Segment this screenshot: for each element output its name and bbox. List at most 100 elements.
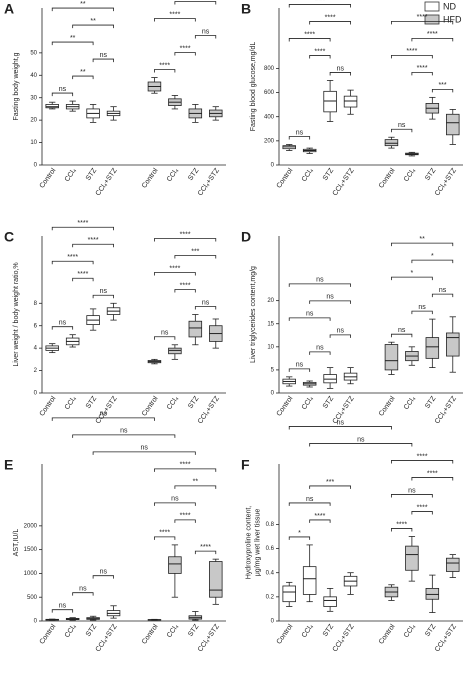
significance-bracket xyxy=(411,477,454,481)
x-tick-label: Control xyxy=(141,167,160,190)
x-tick-label: CCl₄ xyxy=(166,395,180,411)
significance-bracket xyxy=(72,243,114,248)
significance-label: **** xyxy=(417,504,428,511)
significance-label: ns xyxy=(326,294,334,301)
significance-bracket xyxy=(194,550,217,555)
significance-label: ns xyxy=(100,569,108,576)
x-tick-label: CCl₄+STZ xyxy=(95,167,119,198)
significance-bracket xyxy=(309,443,413,447)
significance-label: **** xyxy=(169,265,180,272)
x-tick-label: STZ xyxy=(187,395,201,410)
significance-bracket xyxy=(154,272,196,276)
y-axis-label: Fasting body weight,g xyxy=(13,52,20,120)
significance-label: **** xyxy=(406,48,417,55)
y-tick-label: 8 xyxy=(34,301,38,307)
box xyxy=(446,113,460,136)
y-axis-label: Fasting blood glucose,mg/dL xyxy=(250,42,257,132)
significance-bracket xyxy=(391,20,454,25)
y-tick-label: 0.2 xyxy=(266,594,275,600)
x-tick-label: Control xyxy=(39,395,58,418)
significance-label: ns xyxy=(316,277,324,284)
x-tick-label: CCl₄+STZ xyxy=(197,167,221,198)
significance-bracket xyxy=(51,260,94,265)
legend-swatch xyxy=(424,1,440,12)
significance-label: ns xyxy=(161,330,169,337)
x-tick-label: CCl₄ xyxy=(403,395,417,411)
significance-bracket xyxy=(51,417,155,421)
box xyxy=(343,95,358,108)
y-tick-label: 30 xyxy=(30,95,37,101)
significance-label: **** xyxy=(314,48,325,55)
significance-label: ns xyxy=(306,496,314,503)
box xyxy=(405,545,419,571)
y-tick-label: 600 xyxy=(264,90,275,96)
x-tick-label: STZ xyxy=(85,623,99,638)
y-tick-label: 0 xyxy=(34,163,38,169)
significance-label: ** xyxy=(80,69,86,76)
y-tick-label: 500 xyxy=(27,595,38,601)
x-tick-label: CCl₄ xyxy=(301,167,315,183)
significance-label: ns xyxy=(59,86,67,93)
x-tick-label: CCl₄ xyxy=(403,623,417,639)
significance-label: ns xyxy=(418,304,426,311)
significance-bracket xyxy=(51,92,74,97)
significance-label: **** xyxy=(180,231,191,238)
x-tick-label: CCl₄ xyxy=(301,623,315,639)
significance-bracket xyxy=(411,71,433,76)
significance-label: ns xyxy=(100,288,108,295)
y-tick-label: 40 xyxy=(30,73,37,79)
significance-bracket xyxy=(391,528,413,532)
significance-bracket xyxy=(391,333,413,338)
significance-bracket xyxy=(329,72,351,76)
y-tick-label: 10 xyxy=(30,140,37,146)
x-tick-label: Control xyxy=(378,167,397,190)
significance-label: **** xyxy=(304,31,315,38)
panel-letter: D xyxy=(241,229,251,245)
box xyxy=(425,587,440,600)
significance-bracket xyxy=(411,259,454,264)
significance-bracket xyxy=(51,609,74,613)
significance-label: ** xyxy=(419,236,425,243)
significance-bracket xyxy=(174,52,196,56)
y-tick-label: 20 xyxy=(30,118,37,124)
significance-bracket xyxy=(154,238,217,242)
significance-label: **** xyxy=(417,453,428,460)
significance-label: ns xyxy=(306,311,314,318)
y-axis-label: Liver weight / body weight ratio,% xyxy=(13,262,20,366)
x-tick-label: Control xyxy=(276,167,295,190)
significance-bracket xyxy=(288,38,331,42)
box xyxy=(282,585,296,603)
significance-bracket xyxy=(288,368,311,372)
significance-bracket xyxy=(72,277,94,282)
y-tick-label: 1500 xyxy=(24,547,38,553)
significance-bracket xyxy=(309,351,331,355)
y-axis-label: Liver triglycerides content,mg/g xyxy=(250,266,257,363)
significance-label: **** xyxy=(180,45,191,52)
y-tick-label: 1000 xyxy=(24,571,38,577)
y-tick-label: 15 xyxy=(267,321,274,327)
x-tick-label: CCl₄+STZ xyxy=(332,623,356,654)
y-tick-label: 2000 xyxy=(24,523,38,529)
significance-label: ns xyxy=(439,287,447,294)
significance-label: **** xyxy=(77,271,88,278)
x-tick-label: Control xyxy=(378,395,397,418)
significance-bracket xyxy=(391,460,454,464)
significance-label: **** xyxy=(77,220,88,227)
significance-label: ns xyxy=(296,129,304,136)
significance-label: ns xyxy=(398,122,406,129)
y-axis-label: μg/mg wet liver tissue xyxy=(254,509,261,577)
significance-label: ns xyxy=(337,419,345,426)
significance-label: **** xyxy=(427,470,438,477)
x-tick-label: STZ xyxy=(322,167,336,182)
significance-label: ns xyxy=(79,586,87,593)
significance-bracket xyxy=(51,326,74,330)
significance-label: **** xyxy=(314,513,325,520)
significance-bracket xyxy=(174,255,217,259)
significance-bracket xyxy=(309,55,331,59)
x-tick-label: Control xyxy=(378,623,397,646)
x-tick-label: STZ xyxy=(424,623,438,638)
x-tick-label: Control xyxy=(141,623,160,646)
significance-bracket xyxy=(72,75,94,80)
significance-bracket xyxy=(154,18,196,22)
